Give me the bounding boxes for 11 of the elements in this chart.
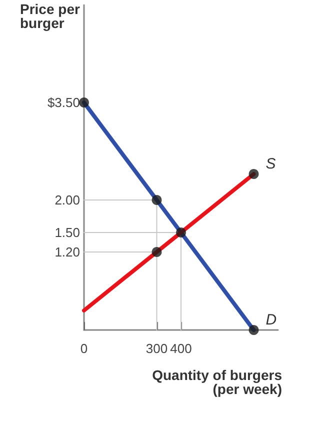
y-tick-label: 1.50 bbox=[54, 225, 80, 240]
y-tick-label: 1.20 bbox=[54, 244, 80, 260]
y-tick-label: 2.00 bbox=[54, 192, 80, 208]
x-tick-label: 0 bbox=[80, 341, 88, 356]
series-label: S bbox=[266, 156, 276, 172]
y-tick-label: $3.50 bbox=[47, 95, 80, 110]
x-tick-label: 400 bbox=[170, 341, 192, 356]
series-label: D bbox=[266, 312, 277, 328]
x-tick-label: 300 bbox=[146, 341, 168, 356]
x-axis-title: Quantity of burgers (per week) bbox=[152, 367, 282, 397]
y-axis-title: Price per burger bbox=[20, 1, 80, 31]
